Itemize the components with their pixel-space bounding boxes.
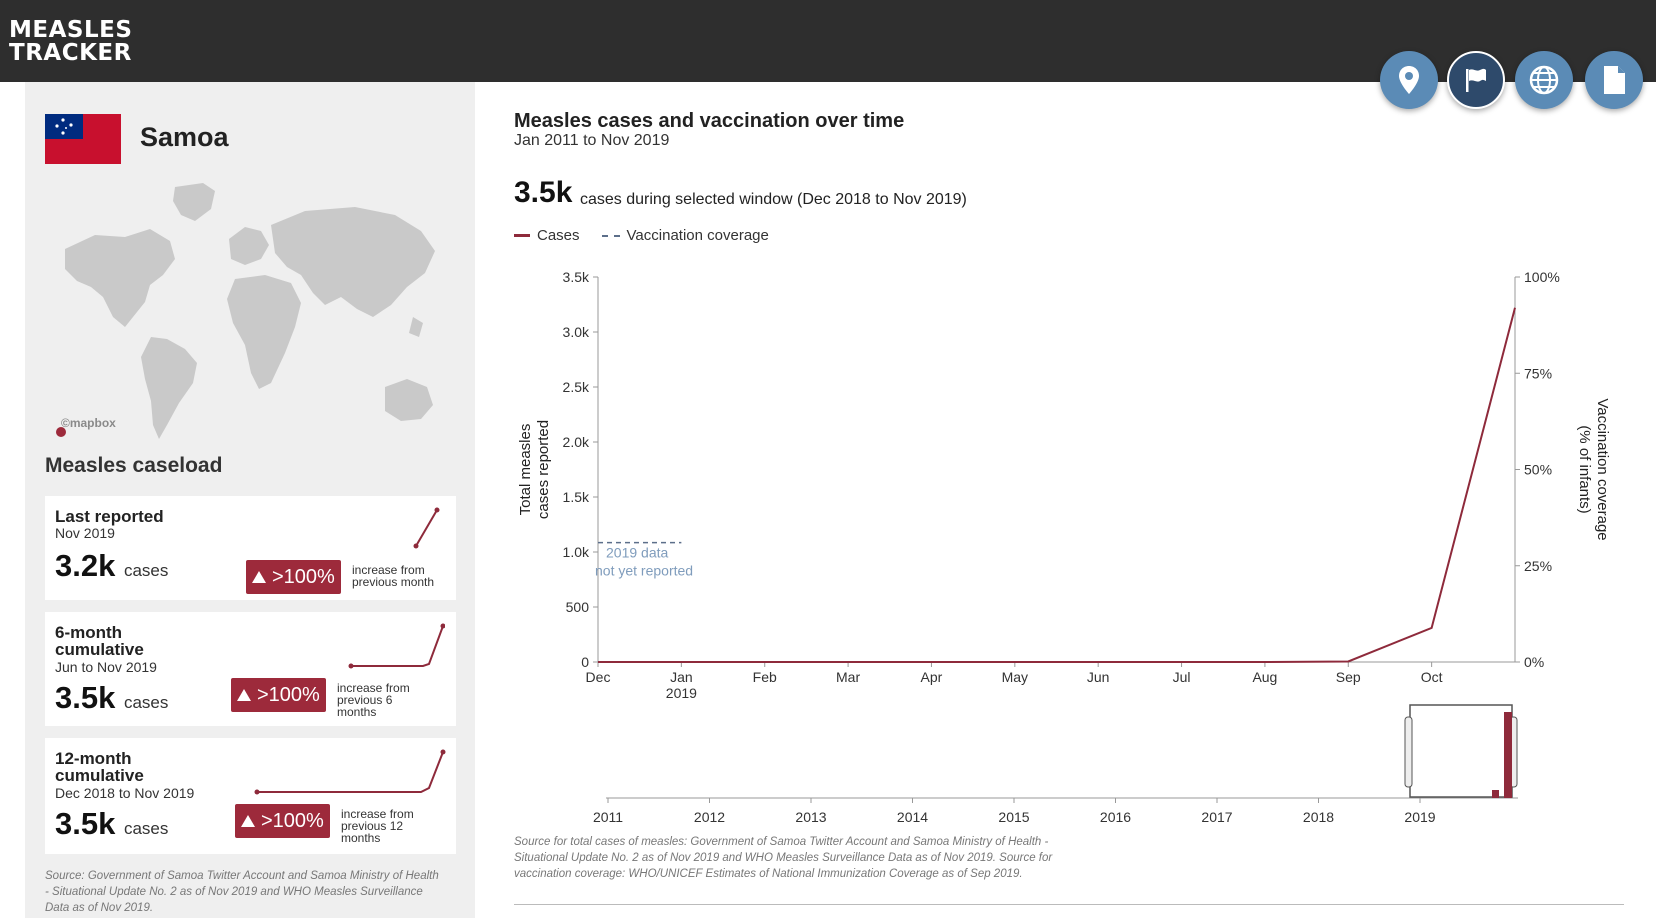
y-axis-title: Total measlescases reported [517,420,552,519]
twelve-month-card: 12-month cumulative Dec 2018 to Nov 2019 … [45,738,456,854]
brush-year-label: 2012 [694,809,725,825]
card-value: 3.2k cases [55,548,169,583]
world-map[interactable] [55,177,465,517]
card-title: 12-month cumulative [55,749,144,785]
legend-cases: Cases [537,227,580,244]
caseload-title: Measles caseload [45,454,223,477]
increase-label: increase from previous month [352,563,435,589]
increase-label: increase from previous 6 months [337,681,410,719]
y2-tick-label: 50% [1524,462,1552,478]
brush-year-label: 2014 [897,809,928,825]
triangle-up-icon [241,815,255,827]
brush-year-label: 2013 [795,809,826,825]
sparkline [413,507,440,549]
y2-tick-label: 75% [1524,365,1552,381]
card-date: Nov 2019 [55,525,115,541]
x-tick-label: May [1002,669,1028,685]
y-tick-label: 0 [581,654,589,670]
sparkline [348,623,445,669]
y2-axis-title: Vaccination coverage(% of infants) [1576,398,1611,540]
location-button[interactable] [1380,51,1438,109]
card-title: 6-month cumulative [55,623,144,659]
x-tick-label: Jul [1173,669,1191,685]
x-tick-label: Oct [1421,669,1443,685]
card-date: Dec 2018 to Nov 2019 [55,785,195,801]
sidebar-source-note: Source: Government of Samoa Twitter Acco… [45,870,439,914]
brush-bar-nov-2019 [1504,712,1512,798]
country-button[interactable] [1447,51,1505,109]
legend-vaccination: Vaccination coverage [626,227,769,244]
brush-year-label: 2015 [998,809,1029,825]
increase-badge: >100% [231,678,326,712]
globe-button[interactable] [1515,51,1573,109]
y-tick-label: 500 [566,599,590,615]
y-tick-label: 3.0k [563,324,590,340]
x-tick-label: Dec [586,669,611,685]
x-tick-label: Sep [1336,669,1361,685]
globe-icon [1529,65,1559,95]
map-pin-icon [1399,66,1419,94]
triangle-up-icon [237,689,251,701]
window-total-label: cases during selected window (Dec 2018 t… [580,191,967,208]
x-tick-label: Apr [921,669,943,685]
increase-label: increase from previous 12 months [341,807,414,845]
chart-title: Measles cases and vaccination over time [514,110,905,132]
window-total-value: 3.5k [514,176,573,209]
card-value: 3.5k cases [55,806,169,841]
x-tick-label: Feb [753,669,777,685]
chart-legend: Cases Vaccination coverage [514,227,769,244]
mapbox-attribution[interactable]: ©mapbox [61,416,116,430]
samoa-flag-icon [45,114,121,164]
legend-cases-swatch [514,234,530,237]
country-name: Samoa [140,122,229,152]
chart-source-note: Source for total cases of measles: Gover… [514,836,1053,880]
y2-tick-label: 0% [1524,654,1544,670]
x-tick-label: Jun [1087,669,1110,685]
y-tick-label: 1.5k [563,489,590,505]
sparkline [254,749,446,795]
six-month-card: 6-month cumulative Jun to Nov 2019 3.5k c… [45,612,456,726]
document-icon [1604,66,1625,94]
top-bar: MEASLES TRACKER [0,0,1656,82]
brush-year-label: 2017 [1201,809,1232,825]
y-tick-label: 2.5k [563,379,590,395]
brush-bar-oct-2019 [1492,790,1499,798]
y-tick-label: 2.0k [563,434,590,450]
increase-badge: >100% [246,560,341,594]
country-sidebar: Samoa ©mapbox Measles caseload Last repo… [25,82,475,918]
x-tick-label: Aug [1252,669,1277,685]
cases-line [598,307,1516,663]
y2-tick-label: 100% [1524,269,1560,285]
last-reported-card: Last reported Nov 2019 3.2k cases >100% … [45,496,456,600]
divider [514,904,1624,905]
document-button[interactable] [1585,51,1643,109]
brush-year-label: 2016 [1100,809,1131,825]
x-year-label: 2019 [666,685,697,701]
brush-year-label: 2011 [593,809,623,825]
card-value: 3.5k cases [55,680,169,715]
brush-year-label: 2018 [1303,809,1334,825]
flag-icon [1466,68,1486,92]
x-tick-label: Jan [670,669,693,685]
brush-handle-left[interactable] [1404,716,1413,788]
y-tick-label: 3.5k [563,269,590,285]
chart-subtitle: Jan 2011 to Nov 2019 [514,132,670,149]
legend-vaccination-swatch [601,234,620,237]
triangle-up-icon [252,571,266,583]
card-date: Jun to Nov 2019 [55,659,157,675]
increase-badge: >100% [235,804,330,838]
y-tick-label: 1.0k [563,544,590,560]
x-tick-label: Mar [836,669,860,685]
y2-tick-label: 25% [1524,558,1552,574]
card-title: Last reported [55,507,164,526]
cases-vaccination-chart[interactable]: 0 500 1.0k 1.5k 2.0k 2.5k 3.0k 3.5k 0% 25% 50% 75% 1… [500,255,1630,705]
time-brush[interactable]: 2011 2012 2013 2014 2015 2016 2017 2018 2019 [580,695,1580,825]
brush-year-label: 2019 [1404,809,1435,825]
brush-selection[interactable] [1409,704,1513,798]
vaccination-annotation: 2019 data not yet reported [595,545,693,579]
app-logo[interactable]: MEASLES TRACKER [9,17,133,66]
